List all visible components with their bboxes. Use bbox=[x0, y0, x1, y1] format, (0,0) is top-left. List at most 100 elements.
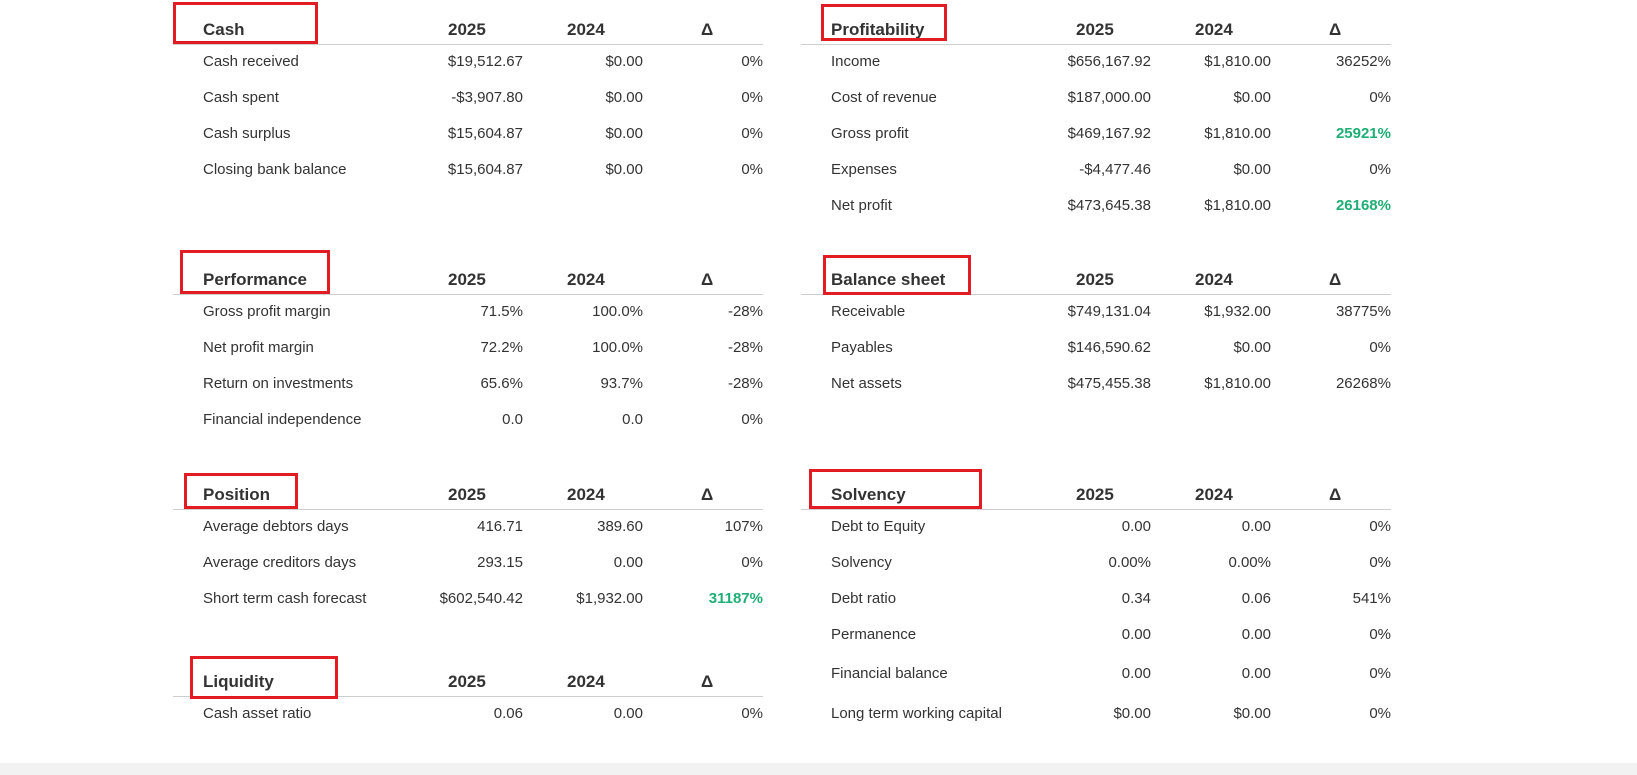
value-2025: $19,512.67 bbox=[447, 53, 523, 70]
value-2024: 100.0% bbox=[592, 339, 643, 356]
value-2025: 0.34 bbox=[1121, 590, 1151, 607]
table-row: Payables $146,590.62 $0.00 0% bbox=[801, 336, 1391, 360]
value-2025: 0.00 bbox=[1121, 626, 1151, 643]
column-header-2025: 2025 bbox=[448, 20, 486, 39]
value-2024: 0.00 bbox=[1241, 665, 1271, 682]
table-row: Income $656,167.92 $1,810.00 36252% bbox=[801, 50, 1391, 74]
balance-sheet-section: Balance sheet 2025 2024 Δ Receivable $74… bbox=[801, 250, 1391, 392]
value-2025: $15,604.87 bbox=[447, 125, 523, 142]
value-delta: 0% bbox=[1369, 665, 1391, 682]
column-header-2025: 2025 bbox=[1076, 485, 1114, 504]
value-delta: -28% bbox=[727, 303, 763, 320]
table-row: Debt ratio 0.34 0.06 541% bbox=[801, 587, 1391, 611]
value-2025: 293.15 bbox=[477, 554, 523, 571]
value-2024: 0.06 bbox=[1241, 590, 1271, 607]
table-row: Net profit $473,645.38 $1,810.00 26168% bbox=[801, 194, 1391, 218]
value-2025: 416.71 bbox=[477, 518, 523, 535]
value-2024: $0.00 bbox=[1233, 161, 1271, 178]
value-delta: 0% bbox=[1369, 554, 1391, 571]
row-label: Debt ratio bbox=[831, 590, 897, 607]
section-title: Profitability bbox=[831, 20, 925, 39]
column-header-delta: Δ bbox=[1329, 485, 1342, 504]
column-header-2024: 2024 bbox=[567, 672, 605, 691]
row-label: Return on investments bbox=[203, 375, 354, 392]
section-title: Cash bbox=[203, 20, 245, 39]
column-header-2025: 2025 bbox=[448, 485, 486, 504]
position-section: Position 2025 2024 Δ Average debtors day… bbox=[173, 465, 763, 607]
value-2025: 0.06 bbox=[493, 705, 523, 722]
value-2024: $0.00 bbox=[605, 161, 643, 178]
value-2024: 93.7% bbox=[600, 375, 643, 392]
value-2024: $1,810.00 bbox=[1204, 375, 1271, 392]
table-row: Return on investments 65.6% 93.7% -28% bbox=[173, 372, 763, 396]
value-2025: 0.00 bbox=[1121, 665, 1151, 682]
value-delta: 107% bbox=[724, 518, 763, 535]
value-2025: 71.5% bbox=[480, 303, 523, 320]
row-label: Net profit margin bbox=[203, 339, 314, 356]
value-delta: 0% bbox=[741, 125, 763, 142]
column-header-2024: 2024 bbox=[1195, 485, 1233, 504]
value-delta: 541% bbox=[1352, 590, 1391, 607]
table-row: Gross profit $469,167.92 $1,810.00 25921… bbox=[801, 122, 1391, 146]
value-delta: 0% bbox=[1369, 339, 1391, 356]
value-2025: $469,167.92 bbox=[1067, 125, 1151, 142]
column-header-delta: Δ bbox=[1329, 270, 1342, 289]
row-label: Receivable bbox=[831, 303, 906, 320]
row-label: Financial independence bbox=[203, 411, 362, 428]
value-delta: 0% bbox=[741, 411, 763, 428]
value-2025: $146,590.62 bbox=[1067, 339, 1151, 356]
value-2024: 0.00% bbox=[1228, 554, 1271, 571]
value-delta: -28% bbox=[727, 375, 763, 392]
column-header-delta: Δ bbox=[1329, 20, 1342, 39]
value-2025: 65.6% bbox=[480, 375, 523, 392]
value-2024: $0.00 bbox=[605, 53, 643, 70]
value-2024: $1,810.00 bbox=[1204, 197, 1271, 214]
value-delta: 36252% bbox=[1335, 53, 1391, 70]
row-label: Short term cash forecast bbox=[203, 590, 367, 607]
row-label: Income bbox=[831, 53, 881, 70]
table-row: Solvency 0.00% 0.00% 0% bbox=[801, 551, 1391, 575]
value-delta: 0% bbox=[741, 53, 763, 70]
column-header-delta: Δ bbox=[701, 672, 714, 691]
row-label: Payables bbox=[831, 339, 893, 356]
value-2024: $1,932.00 bbox=[1204, 303, 1271, 320]
value-2025: -$4,477.46 bbox=[1079, 161, 1151, 178]
table-row: Net assets $475,455.38 $1,810.00 26268% bbox=[801, 372, 1391, 396]
table-row: Receivable $749,131.04 $1,932.00 38775% bbox=[801, 300, 1391, 324]
column-header-2025: 2025 bbox=[1076, 270, 1114, 289]
row-label: Cost of revenue bbox=[831, 89, 937, 106]
solvency-header: Solvency 2025 2024 Δ bbox=[801, 465, 1391, 510]
table-row: Long term working capital $0.00 $0.00 0% bbox=[801, 702, 1391, 726]
row-label: Financial balance bbox=[831, 665, 948, 682]
value-delta-positive: 26168% bbox=[1335, 197, 1391, 214]
value-2025: $187,000.00 bbox=[1067, 89, 1151, 106]
row-label: Long term working capital bbox=[831, 705, 1002, 722]
table-row: Short term cash forecast $602,540.42 $1,… bbox=[173, 587, 763, 611]
table-row: Cash received $19,512.67 $0.00 0% bbox=[173, 50, 763, 74]
value-delta: 26268% bbox=[1335, 375, 1391, 392]
value-2025: $15,604.87 bbox=[447, 161, 523, 178]
table-row: Financial balance 0.00 0.00 0% bbox=[801, 662, 1391, 686]
column-header-delta: Δ bbox=[701, 270, 714, 289]
value-delta: 0% bbox=[1369, 89, 1391, 106]
column-header-2024: 2024 bbox=[1195, 20, 1233, 39]
column-header-delta: Δ bbox=[701, 20, 714, 39]
value-delta: 0% bbox=[1369, 161, 1391, 178]
value-2025: $475,455.38 bbox=[1067, 375, 1151, 392]
profitability-section: Profitability 2025 2024 Δ Income $656,16… bbox=[801, 0, 1391, 214]
column-header-delta: Δ bbox=[701, 485, 714, 504]
table-row: Cost of revenue $187,000.00 $0.00 0% bbox=[801, 86, 1391, 110]
value-2024: $0.00 bbox=[1233, 339, 1271, 356]
value-2025: $656,167.92 bbox=[1067, 53, 1151, 70]
column-header-2025: 2025 bbox=[1076, 20, 1114, 39]
table-row: Net profit margin 72.2% 100.0% -28% bbox=[173, 336, 763, 360]
value-2025: 0.00% bbox=[1108, 554, 1151, 571]
value-2025: -$3,907.80 bbox=[451, 89, 523, 106]
row-label: Average debtors days bbox=[203, 518, 349, 535]
table-row: Average creditors days 293.15 0.00 0% bbox=[173, 551, 763, 575]
value-2024: 100.0% bbox=[592, 303, 643, 320]
column-header-2024: 2024 bbox=[567, 485, 605, 504]
column-header-2024: 2024 bbox=[567, 20, 605, 39]
value-2024: $1,932.00 bbox=[576, 590, 643, 607]
table-row: Closing bank balance $15,604.87 $0.00 0% bbox=[173, 158, 763, 182]
